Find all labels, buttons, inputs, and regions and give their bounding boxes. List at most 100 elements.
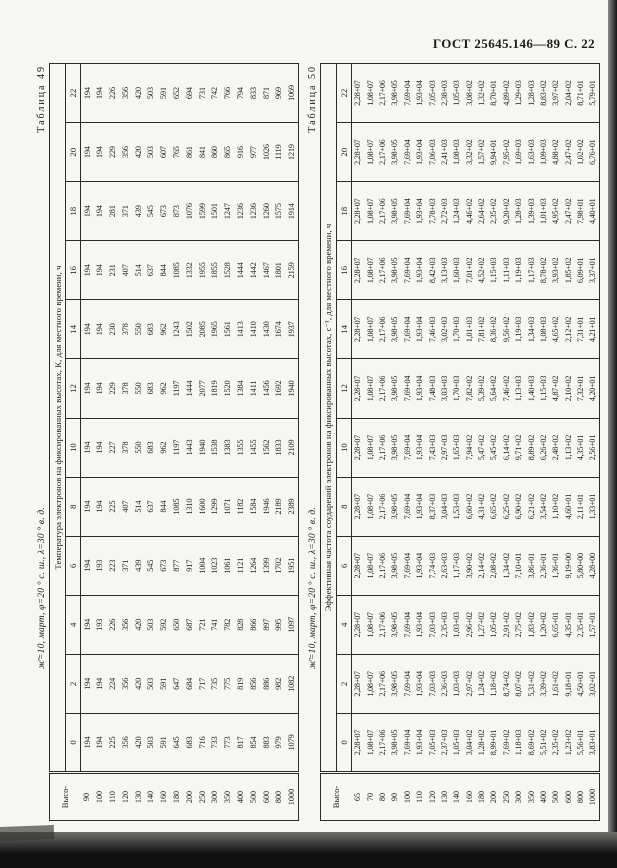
data-cell: 194 xyxy=(82,736,92,749)
table-row: 110 1,93+04 1,93+04 1,93+04 1,93+04 1,93+04 1,… xyxy=(413,63,426,821)
data-cell: 8,99+01 xyxy=(489,729,499,756)
data-cell: 2,17+06 xyxy=(376,477,389,537)
data-cell: 794 xyxy=(234,63,247,123)
data-cell: 683 xyxy=(144,418,158,478)
data-cell: 3,98+05 xyxy=(388,654,402,714)
data-cell: 916 xyxy=(234,122,247,182)
data-cell: 3,98+05 xyxy=(388,63,402,123)
table-row: 120 356 356 356 371 407 378 378 378 407 371 356 356 xyxy=(118,63,132,821)
data-cell: 3,39+02 xyxy=(537,654,550,714)
hour-column-header: 10 xyxy=(336,418,352,478)
data-cell: 8,36+02 xyxy=(487,299,501,359)
data-cell: 3,03+03 xyxy=(438,358,451,419)
hour-column-header: 12 xyxy=(65,358,81,419)
data-cell: 5,45+02 xyxy=(487,418,501,478)
data-cell: 225 xyxy=(107,736,117,749)
data-cell: 503 xyxy=(144,122,158,182)
data-cell: 503 xyxy=(144,654,158,714)
table-row: 500 854 856 866 1264 1584 1455 1411 1410 1442 1236… xyxy=(246,63,260,821)
data-cell: 962 xyxy=(157,418,171,478)
data-cell: 2,11+01 xyxy=(574,477,587,537)
height-value: 65 xyxy=(351,772,364,821)
data-cell: 9,18+01 xyxy=(562,654,575,714)
table-number-label: Таблица 49 xyxy=(36,65,47,133)
data-cell: 7,95+02 xyxy=(500,122,513,182)
data-cell: 8,71+01 xyxy=(574,63,587,123)
table-row: 90 3,98+05 3,98+05 3,98+05 3,98+05 3,98+05 3,9… xyxy=(388,63,402,821)
data-cell: 6,76+01 xyxy=(586,122,600,182)
height-value: 200 xyxy=(182,772,196,821)
data-cell: 1,69+03 xyxy=(512,122,525,182)
data-cell: 1,29+03 xyxy=(512,63,525,123)
data-cell: 1,57+01 xyxy=(586,595,600,655)
data-cell: 6,60+02 xyxy=(463,477,476,537)
height-value: 400 xyxy=(537,772,550,821)
data-cell: 1,05+03 xyxy=(452,729,462,756)
data-cell: 7,05+03 xyxy=(425,63,439,123)
data-cell: 765 xyxy=(170,122,183,182)
height-value: 500 xyxy=(246,772,260,821)
data-cell: 1,93+04 xyxy=(413,536,426,596)
data-cell: 356 xyxy=(118,595,132,655)
height-value: 600 xyxy=(259,772,273,821)
data-cell: 9,20+02 xyxy=(500,181,513,241)
data-cell: 2,36+01 xyxy=(537,536,550,596)
data-cell: 2,17+06 xyxy=(376,299,389,359)
data-cell: 1,39+03 xyxy=(524,181,538,241)
data-cell: 226 xyxy=(106,595,119,655)
data-cell: 1411 xyxy=(246,358,260,419)
data-cell: 1355 xyxy=(234,418,247,478)
data-cell: 1,09+03 xyxy=(537,122,550,182)
data-cell: 1,08+07 xyxy=(363,595,377,655)
data-cell: 1,18+03 xyxy=(514,729,524,756)
data-cell: 7,69+04 xyxy=(401,654,414,714)
data-cell: 2,28+07 xyxy=(351,418,364,478)
height-value: 400 xyxy=(234,772,247,821)
data-cell: 1219 xyxy=(285,122,299,182)
table-row: 800 5,56+01 4,50+01 2,35+01 5,80+00 2,11+01 4,… xyxy=(574,63,587,821)
data-cell: 3,98+05 xyxy=(388,595,402,655)
data-cell: 3,83+01 xyxy=(588,729,598,756)
data-cell: 1,85+02 xyxy=(562,240,575,300)
data-cell: 230 xyxy=(106,299,119,359)
data-cell: 4,31+02 xyxy=(475,477,488,537)
height-value: 180 xyxy=(170,772,183,821)
data-cell: 4,87+02 xyxy=(549,358,563,419)
data-cell: 1,93+04 xyxy=(413,299,426,359)
table-row: 65 2,28+07 2,28+07 2,28+07 2,28+07 2,28+07 2,2… xyxy=(351,63,364,821)
hour-column-header: 4 xyxy=(336,595,352,655)
table-row: 250 716 717 721 1004 1600 1940 2077 2085 1955 1599… xyxy=(195,63,209,821)
hour-column-header: 2 xyxy=(336,654,352,714)
data-cell: 2,17+06 xyxy=(376,358,389,419)
data-cell: 861 xyxy=(182,122,196,182)
data-cell: 1384 xyxy=(234,358,247,419)
data-cell: 1444 xyxy=(182,358,196,419)
data-cell: 1,83+02 xyxy=(524,595,538,655)
data-cell: 2077 xyxy=(195,358,209,419)
data-cell: 1,11+03 xyxy=(500,240,513,300)
data-cell: 550 xyxy=(131,299,145,359)
data-cell: 650 xyxy=(170,595,183,655)
scan-edge-bottom xyxy=(0,832,617,868)
data-cell: 6,25+02 xyxy=(500,477,513,537)
data-cell: 1965 xyxy=(208,299,222,359)
data-cell: 4,52+02 xyxy=(475,240,488,300)
data-cell: 194 xyxy=(93,418,107,478)
data-cell: 6,09+01 xyxy=(574,240,587,300)
data-cell: 2,28+07 xyxy=(351,654,364,714)
data-table: Высо-та, кмТемпература электронов на фик… xyxy=(49,63,299,821)
data-cell: 1,15+03 xyxy=(487,240,501,300)
data-cell: 1501 xyxy=(208,181,222,241)
table-row: 500 2,35+02 1,61+02 6,65+01 1,36+01 1,10+02 2,… xyxy=(549,63,563,821)
data-cell: 1,53+03 xyxy=(450,477,464,537)
data-cell: 2,35+02 xyxy=(551,729,561,756)
table-row: 300 1,18+03 8,07+02 2,75+02 7,10+01 6,90+02 9,… xyxy=(512,63,525,821)
data-cell: 683 xyxy=(184,736,194,749)
data-cell: 673 xyxy=(157,536,171,596)
data-cell: 2159 xyxy=(285,240,299,300)
data-cell: 637 xyxy=(144,477,158,537)
data-cell: 647 xyxy=(170,654,183,714)
data-cell: 1,08+07 xyxy=(363,654,377,714)
data-cell: 2,38+03 xyxy=(438,63,451,123)
data-cell: 5,47+02 xyxy=(475,418,488,478)
